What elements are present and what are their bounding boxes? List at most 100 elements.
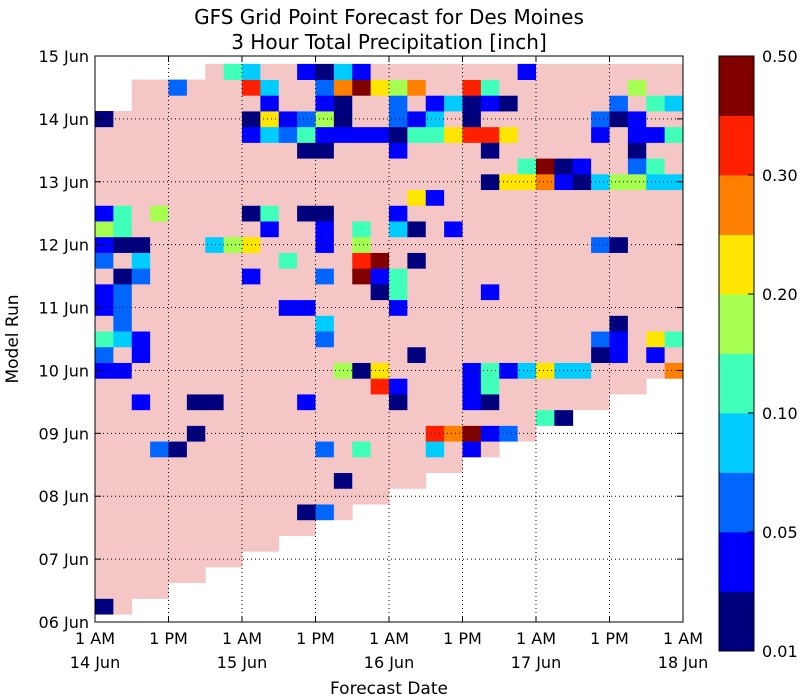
heatmap-cell xyxy=(352,331,372,348)
heatmap-cell xyxy=(554,283,574,301)
heatmap-cell xyxy=(425,315,445,332)
heatmap-cell xyxy=(389,79,408,96)
heatmap-cell xyxy=(370,283,390,301)
heatmap-cell xyxy=(333,95,353,112)
heatmap-cell xyxy=(131,252,151,269)
heatmap-cell xyxy=(223,189,243,206)
heatmap-cell xyxy=(554,158,574,175)
heatmap-cell xyxy=(352,283,372,301)
heatmap-cell xyxy=(499,252,519,269)
heatmap-cell xyxy=(131,551,151,568)
heatmap-cell xyxy=(315,158,335,175)
heatmap-cell xyxy=(168,394,188,411)
heatmap-cell xyxy=(95,252,114,269)
heatmap-cell xyxy=(499,95,519,112)
heatmap-cell xyxy=(352,173,372,191)
heatmap-cell xyxy=(205,126,225,143)
heatmap-cell xyxy=(150,378,169,395)
heatmap-cell xyxy=(260,488,280,505)
heatmap-cell xyxy=(352,126,372,143)
heatmap-cell xyxy=(95,519,114,536)
heatmap-cell xyxy=(242,95,261,112)
heatmap-cell xyxy=(168,551,188,568)
heatmap-cell xyxy=(131,221,151,238)
heatmap-cell xyxy=(95,598,114,615)
heatmap-cell xyxy=(113,566,133,584)
heatmap-cell xyxy=(278,79,298,96)
heatmap-cell xyxy=(444,315,463,332)
heatmap-cell xyxy=(168,331,188,348)
x-tick-label: 1 PM xyxy=(590,629,629,648)
heatmap-cell xyxy=(591,283,610,301)
heatmap-cell xyxy=(333,268,353,285)
heatmap-cell xyxy=(425,378,445,395)
heatmap-cell xyxy=(444,173,463,191)
heatmap-cell xyxy=(242,126,261,143)
heatmap-cell xyxy=(131,268,151,285)
chart-title: GFS Grid Point Forecast for Des Moines xyxy=(194,5,584,29)
heatmap-cell xyxy=(297,425,316,442)
heatmap-cell xyxy=(297,268,316,285)
heatmap-cell xyxy=(315,331,335,348)
heatmap-cell xyxy=(223,111,243,128)
heatmap-cell xyxy=(333,394,353,411)
y-tick-label: 11 Jun xyxy=(39,299,89,318)
heatmap-cell xyxy=(554,221,574,238)
heatmap-cell xyxy=(113,394,133,411)
heatmap-cell xyxy=(462,441,482,458)
heatmap-cell xyxy=(627,63,647,80)
heatmap-cell xyxy=(572,236,592,253)
heatmap-cell xyxy=(113,519,133,536)
heatmap-cell xyxy=(168,566,188,584)
heatmap-cell xyxy=(370,315,390,332)
heatmap-cell xyxy=(150,346,169,363)
heatmap-cell xyxy=(627,142,647,159)
heatmap-cell xyxy=(425,283,445,301)
heatmap-cell xyxy=(278,346,298,363)
heatmap-cell xyxy=(131,189,151,206)
heatmap-cell xyxy=(95,158,114,175)
heatmap-cell xyxy=(480,441,500,458)
heatmap-cell xyxy=(407,441,427,458)
heatmap-cell xyxy=(278,519,298,536)
heatmap-cell xyxy=(370,252,390,269)
heatmap-cell xyxy=(315,378,335,395)
heatmap-cell xyxy=(389,456,408,474)
heatmap-cell xyxy=(609,221,629,238)
heatmap-cell xyxy=(352,441,372,458)
heatmap-cell xyxy=(297,378,316,395)
heatmap-cell xyxy=(536,126,555,143)
heatmap-cell xyxy=(425,205,445,222)
heatmap-cell xyxy=(205,189,225,206)
heatmap-cell xyxy=(131,173,151,191)
heatmap-cell xyxy=(536,409,555,426)
heatmap-cell xyxy=(205,236,225,253)
heatmap-cell xyxy=(499,173,519,191)
heatmap-cell xyxy=(150,472,169,489)
heatmap-cell xyxy=(609,173,629,191)
heatmap-cell xyxy=(352,425,372,442)
heatmap-cell xyxy=(444,331,463,348)
heatmap-cell xyxy=(168,95,188,112)
heatmap-cell xyxy=(480,189,500,206)
heatmap-cell xyxy=(572,189,592,206)
heatmap-cell xyxy=(444,394,463,411)
heatmap-cell xyxy=(352,456,372,474)
heatmap-cell xyxy=(664,299,683,316)
heatmap-cell xyxy=(168,236,188,253)
heatmap-cell xyxy=(664,331,683,348)
heatmap-cell xyxy=(278,456,298,474)
heatmap-cell xyxy=(131,456,151,474)
colorbar-band xyxy=(719,413,754,473)
heatmap-cell xyxy=(297,158,316,175)
heatmap-cell xyxy=(370,142,390,159)
heatmap-cell xyxy=(517,79,537,96)
heatmap-cell xyxy=(480,299,500,316)
heatmap-cell xyxy=(462,283,482,301)
colorbar-tick-label: 0.20 xyxy=(762,285,798,304)
heatmap-cell xyxy=(95,221,114,238)
heatmap-cell xyxy=(664,79,683,96)
heatmap-cell xyxy=(480,283,500,301)
heatmap-cell xyxy=(315,252,335,269)
